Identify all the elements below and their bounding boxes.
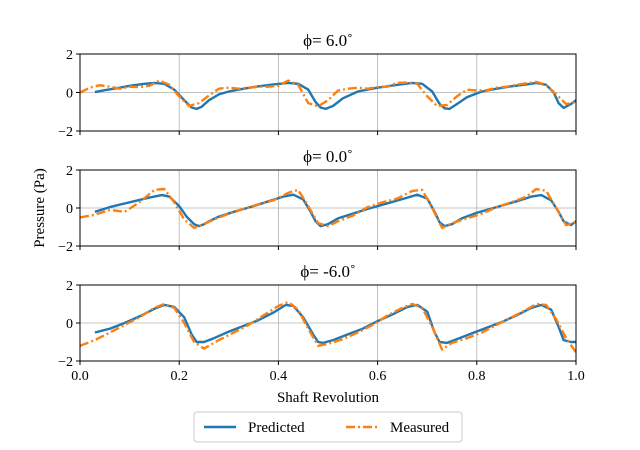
y-tick-label: −2 [58,125,73,140]
panel-2: −2 0 2 ϕ= 0.0˚ [58,147,577,255]
y-tick-label: 2 [66,48,73,63]
legend-label-predicted: Predicted [248,420,305,436]
series-line-predicted-panel-2 [94,193,576,228]
series-line-predicted-panel-3 [94,303,576,345]
series-line-measured-panel-1 [80,79,576,108]
x-tick-label: 0.4 [270,369,288,384]
y-tick-label: 0 [66,317,73,332]
y-tick-label: 0 [66,202,73,217]
legend-label-measured: Measured [390,420,450,436]
x-tick-label: 1.0 [567,369,585,384]
panel-1: −2 0 2 ϕ= 6.0˚ [58,31,577,140]
x-tick-label: 0.8 [468,369,486,384]
x-axis-label: Shaft Revolution [277,390,380,406]
panel-title: ϕ= -6.0˚ [300,262,355,281]
x-tick-label: 0.2 [170,369,188,384]
x-tick-label: 0.6 [369,369,387,384]
panel-title: ϕ= 6.0˚ [303,31,353,50]
panel-3: −2 0 2 0.0 0.2 0.4 0.6 0.8 1.0 ϕ= -6.0˚ [58,262,585,384]
y-axis-label: Pressure (Pa) [32,168,48,248]
y-tick-label: 2 [66,164,73,179]
y-tick-label: −2 [58,355,73,370]
series-line-measured-panel-2 [80,187,576,230]
panel-title: ϕ= 0.0˚ [303,147,353,166]
y-tick-label: 2 [66,279,73,294]
x-tick-label: 0.0 [71,369,89,384]
legend: Predicted Measured [193,411,463,443]
y-tick-label: 0 [66,87,73,102]
y-tick-label: −2 [58,240,73,255]
series-line-measured-panel-3 [80,300,576,354]
panels: −2 0 2 ϕ= 6.0˚ −2 0 2 ϕ= 0.0˚ −2 0 2 0.0 0.2 0.4 0.6 0.… [58,31,585,384]
legend-frame [193,411,463,443]
